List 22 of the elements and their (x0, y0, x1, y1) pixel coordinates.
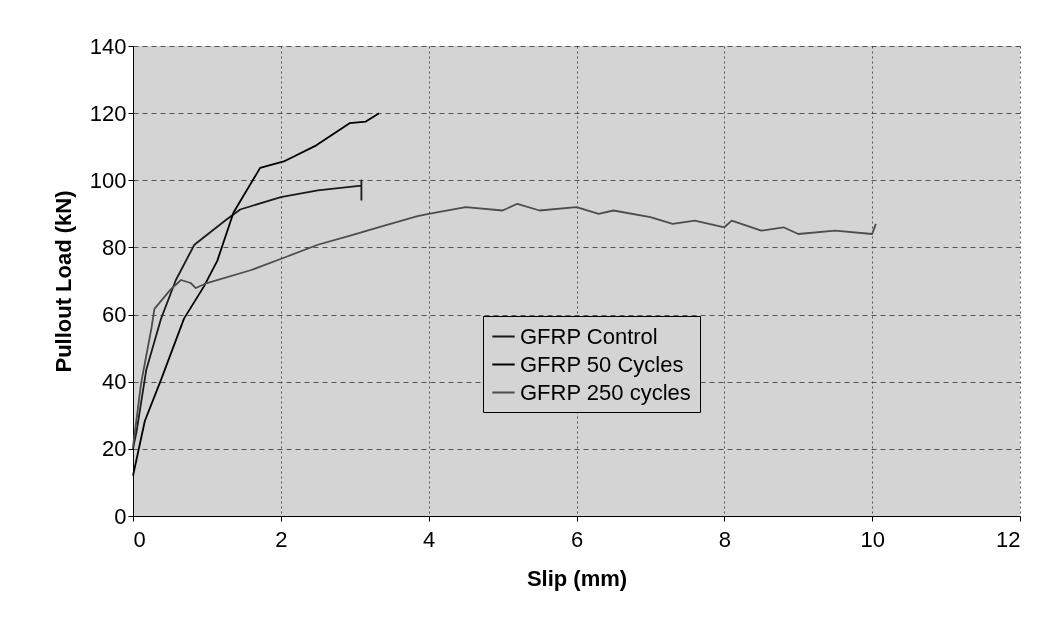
y-tick-label: 60 (102, 302, 127, 328)
y-tick-label: 140 (89, 33, 127, 59)
y-tick-label: 0 (114, 503, 127, 529)
legend-label: GFRP 50 Cycles (520, 351, 684, 377)
x-tick-label: 4 (423, 526, 436, 552)
x-tick-label: 8 (718, 526, 731, 552)
x-axis-title: Slip (mm) (526, 565, 628, 591)
x-tick-label: 6 (570, 526, 584, 552)
line-series (132, 179, 363, 450)
y-axis-title: Pullout Load (kN) (50, 190, 76, 373)
line-series (132, 202, 877, 448)
x-tick-label: 10 (860, 526, 885, 552)
y-tick-label: 80 (102, 234, 127, 260)
legend-label: GFRP Control (520, 323, 658, 349)
y-tick-label: 20 (102, 436, 127, 462)
y-tick-label: 40 (102, 369, 127, 395)
legend-label: GFRP 250 cycles (520, 379, 691, 405)
x-tick-label: 2 (275, 526, 288, 552)
x-tick-label: 0 (133, 526, 146, 552)
y-tick-label: 120 (89, 100, 127, 126)
x-tick-label: 12 (996, 526, 1021, 552)
y-tick-label: 100 (89, 167, 127, 193)
